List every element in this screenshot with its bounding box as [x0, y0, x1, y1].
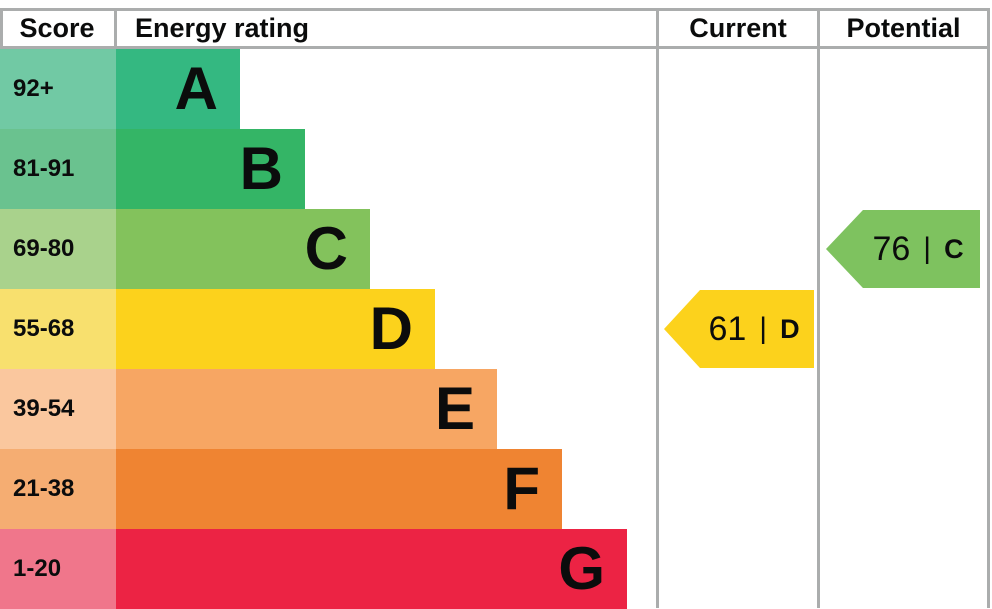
- header-current: Current: [689, 13, 787, 43]
- band-bar-d: D: [116, 289, 435, 369]
- grid-right-border: [987, 8, 990, 608]
- score-range-f: 21-38: [0, 449, 116, 529]
- band-letter-a: A: [174, 55, 218, 122]
- band-bar-f: F: [116, 449, 562, 529]
- current-rating-band: D: [780, 313, 800, 344]
- score-range-b: 81-91: [0, 129, 116, 209]
- band-letter-f: F: [503, 455, 540, 522]
- band-letter-g: G: [558, 535, 605, 602]
- band-row-f: 21-38 F: [0, 449, 992, 529]
- grid-score-column-divider: [114, 8, 117, 49]
- band-bar-e: E: [116, 369, 497, 449]
- score-range-a: 92+: [0, 49, 116, 129]
- band-row-c: 69-80 C: [0, 209, 992, 289]
- band-row-b: 81-91 B: [0, 129, 992, 209]
- grid-current-column-divider: [656, 8, 659, 608]
- band-bar-c: C: [116, 209, 370, 289]
- band-row-a: 92+ A: [0, 49, 992, 129]
- header-potential: Potential: [846, 13, 961, 43]
- grid-header-left-border: [0, 8, 3, 49]
- band-letter-b: B: [239, 135, 283, 202]
- header-score: Score: [19, 13, 95, 43]
- potential-rating-separator: |: [923, 232, 932, 265]
- score-range-e: 39-54: [0, 369, 116, 449]
- potential-rating-value: 76: [872, 229, 911, 268]
- potential-rating-band: C: [944, 233, 964, 264]
- potential-rating-arrow: 76 | C: [826, 210, 980, 288]
- band-letter-c: C: [304, 215, 348, 282]
- band-bar-g: G: [116, 529, 627, 609]
- grid-potential-column-divider: [817, 8, 820, 608]
- grid-header-bottom-border: [0, 46, 990, 49]
- score-range-c: 69-80: [0, 209, 116, 289]
- score-range-d: 55-68: [0, 289, 116, 369]
- band-bar-b: B: [116, 129, 305, 209]
- band-row-d: 55-68 D: [0, 289, 992, 369]
- grid-top-border: [0, 8, 990, 11]
- current-rating-separator: |: [759, 312, 768, 345]
- score-range-g: 1-20: [0, 529, 116, 609]
- band-row-e: 39-54 E: [0, 369, 992, 449]
- band-row-g: 1-20 G: [0, 529, 992, 609]
- band-rows: 92+ A 81-91 B 69-80 C 55-68 D 39-54 E 21…: [0, 49, 992, 609]
- current-rating-arrow: 61 | D: [664, 290, 814, 368]
- band-letter-e: E: [434, 375, 475, 442]
- band-letter-d: D: [369, 295, 413, 362]
- header-energy-rating: Energy rating: [135, 13, 310, 43]
- current-rating-value: 61: [708, 309, 747, 348]
- band-bar-a: A: [116, 49, 240, 129]
